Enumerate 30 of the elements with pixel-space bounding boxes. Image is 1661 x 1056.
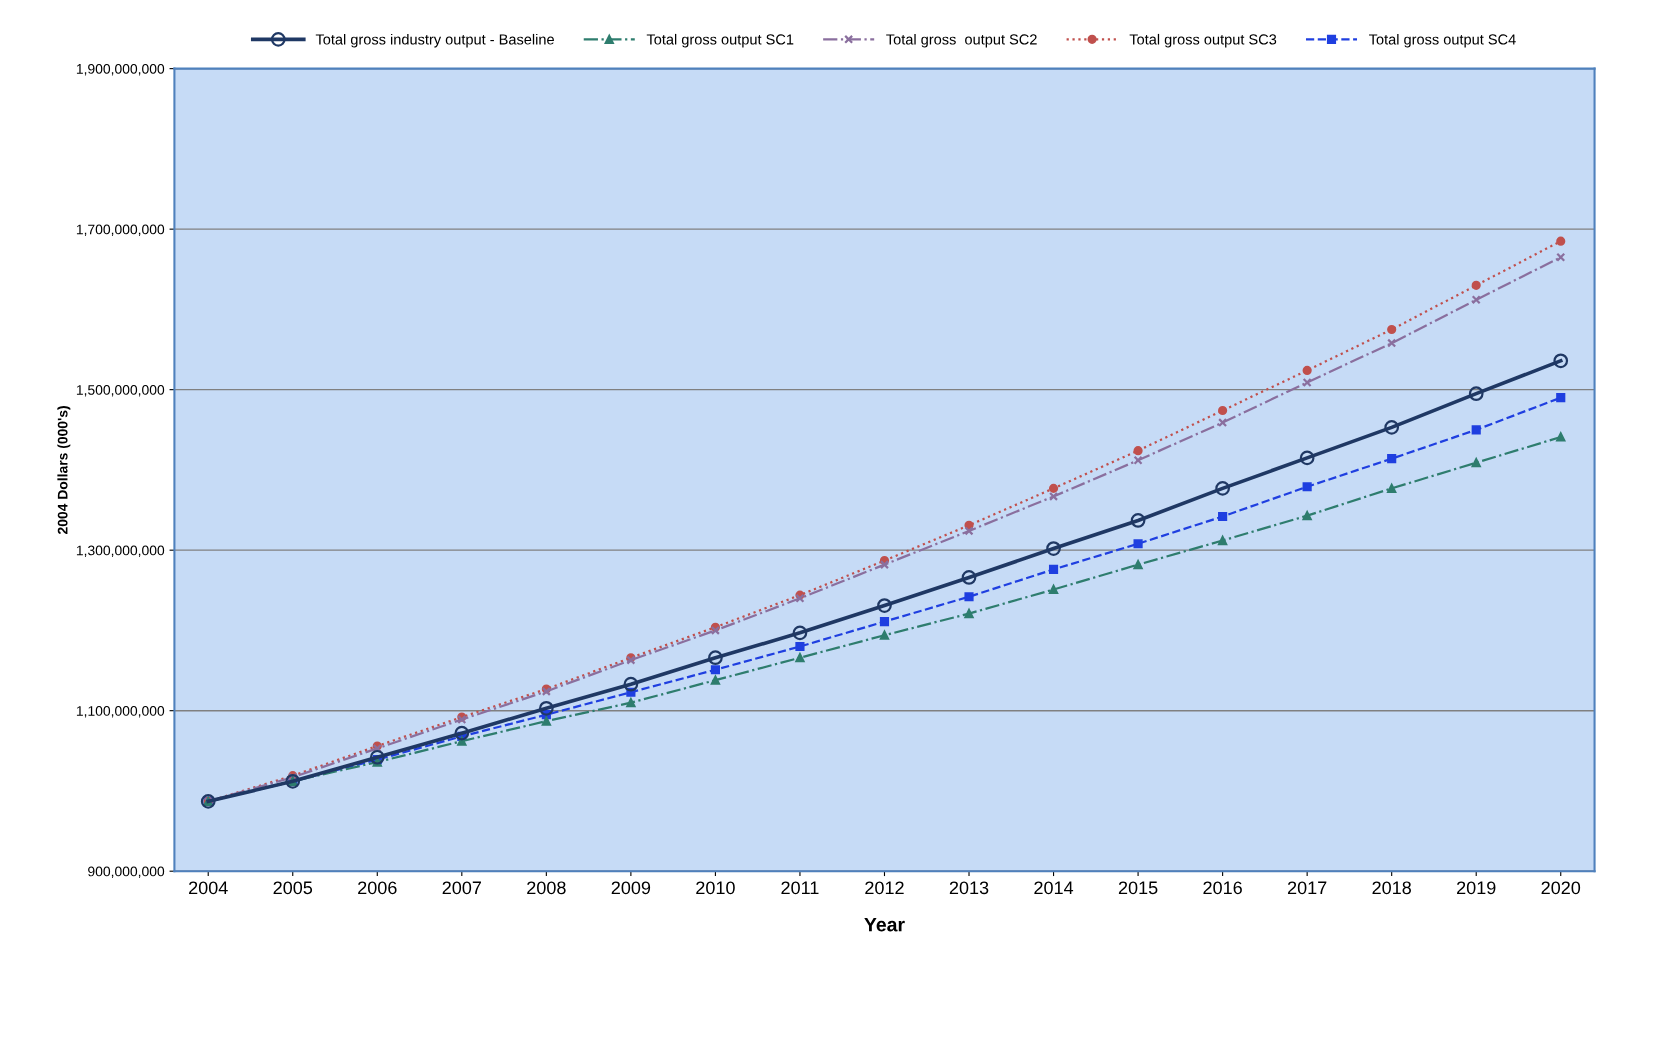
x-tick-label: 2013 <box>949 881 989 895</box>
x-tick-label: 2008 <box>527 881 566 895</box>
x-tick-label: 2004 <box>189 881 228 895</box>
x-tick-label: 2007 <box>442 881 481 895</box>
y-tick-label: 1,300,000,000 <box>76 545 165 557</box>
x-axis-title: Year <box>864 917 905 932</box>
legend-label: Total gross industry output - Baseline <box>315 33 554 48</box>
x-tick-label: 2019 <box>1457 881 1496 895</box>
x-tick-label: 2017 <box>1287 881 1327 895</box>
legend-label: Total gross output SC4 <box>1369 33 1516 48</box>
x-tick-label: 2018 <box>1372 881 1411 895</box>
y-tick-label: 1,900,000,000 <box>76 63 165 76</box>
legend-label: Total gross output SC3 <box>1129 33 1277 48</box>
x-tick-label: 2009 <box>611 881 651 895</box>
y-tick-label: 900,000,000 <box>88 866 165 879</box>
y-tick-label: 1,500,000,000 <box>76 385 165 397</box>
x-tick-label: 2016 <box>1203 881 1242 895</box>
x-tick-label: 2015 <box>1118 881 1158 895</box>
y-tick-label: 1,700,000,000 <box>76 224 165 236</box>
x-tick-label: 2010 <box>696 881 735 895</box>
y-tick-label: 1,100,000,000 <box>76 706 165 718</box>
x-tick-label: 2006 <box>358 881 397 895</box>
legend-label: Total gross output SC1 <box>646 33 794 48</box>
y-axis-title: 2004 Dollars (000's) <box>57 406 71 535</box>
x-tick-label: 2020 <box>1541 881 1581 895</box>
legend-label: Total gross output SC2 <box>886 33 1037 48</box>
x-tick-label: 2005 <box>273 881 313 895</box>
x-tick-label: 2014 <box>1034 881 1074 895</box>
x-tick-label: 2011 <box>781 881 819 895</box>
x-tick-label: 2012 <box>865 881 904 895</box>
